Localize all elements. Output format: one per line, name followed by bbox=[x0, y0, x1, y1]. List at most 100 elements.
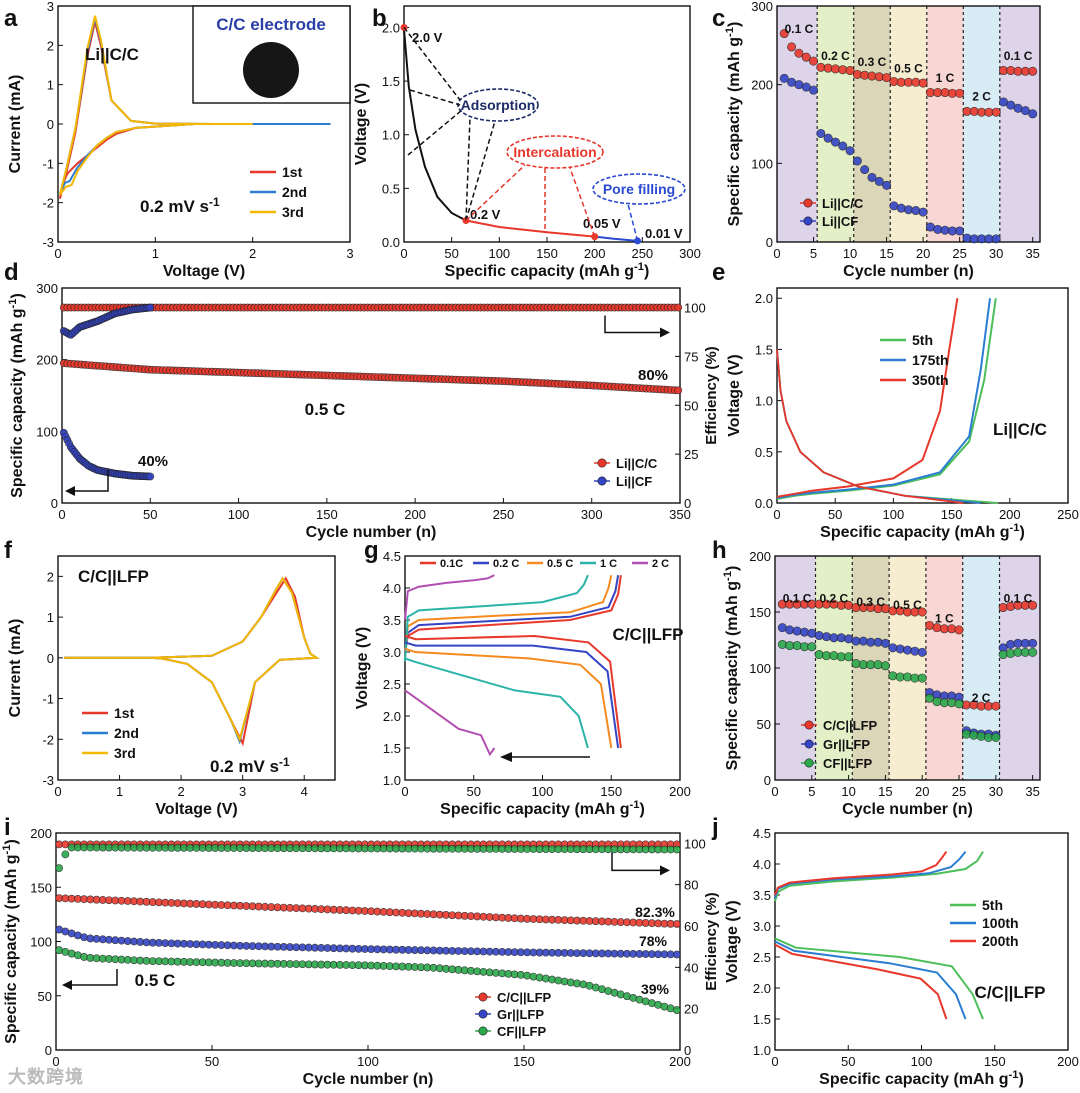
series-line-0.1C bbox=[404, 575, 622, 653]
legend-label-2nd: 2nd bbox=[282, 184, 307, 200]
panel-j: 0 50 100 150 200 1.0 1.5 2.0 2.5 3.0 3.5 4.0 4.5 Spec… bbox=[711, 814, 1079, 1088]
y-tick-label: 3.5 bbox=[383, 613, 401, 628]
data-point bbox=[816, 128, 826, 138]
y-tick-label: 1.0 bbox=[755, 394, 773, 409]
data-point bbox=[911, 206, 921, 216]
annotation-adsorption: Adsorption bbox=[461, 97, 536, 113]
legend-label-Gr||LFP: Gr||LFP bbox=[823, 737, 870, 752]
data-point bbox=[910, 646, 920, 656]
data-point bbox=[1028, 647, 1038, 657]
data-point bbox=[969, 730, 979, 740]
data-point bbox=[809, 56, 819, 66]
x-tick-label: 20 bbox=[915, 784, 929, 799]
data-point bbox=[674, 303, 683, 312]
legend-marker bbox=[803, 198, 813, 208]
rate-band bbox=[999, 6, 1040, 242]
rate-label: 2 C bbox=[972, 691, 991, 705]
x-tick-label: 100 bbox=[911, 1054, 933, 1069]
legend-label-1st: 1st bbox=[282, 164, 303, 180]
data-point bbox=[787, 42, 797, 52]
y-tick-label: 2.0 bbox=[755, 291, 773, 306]
annotation-rate: 0.5 C bbox=[305, 400, 346, 419]
y-tick-label: 0 bbox=[47, 117, 54, 132]
y2-tick-label: 0 bbox=[684, 1043, 691, 1058]
leader-line bbox=[465, 117, 471, 221]
legend-marker bbox=[597, 458, 607, 468]
data-point bbox=[895, 644, 905, 654]
data-point bbox=[880, 638, 890, 648]
y2-tick-label: 40 bbox=[684, 960, 698, 975]
rate-label: 0.1 C bbox=[1004, 591, 1033, 605]
x-tick-label: 50 bbox=[143, 507, 157, 522]
x-tick-label: 300 bbox=[679, 246, 701, 261]
data-point bbox=[1028, 109, 1038, 119]
x-tick-label: 10 bbox=[841, 784, 855, 799]
panel-d: 0 50 100 150 200 250 300 3500100200300025507510… bbox=[4, 259, 720, 541]
data-point bbox=[792, 641, 802, 651]
data-point bbox=[779, 29, 789, 39]
x-tick-label: 0 bbox=[401, 784, 408, 799]
data-point bbox=[955, 226, 965, 236]
data-point bbox=[851, 659, 861, 669]
data-point bbox=[955, 88, 965, 98]
discharge-curve bbox=[404, 647, 613, 749]
legend-label-1 C: 1 C bbox=[600, 558, 617, 570]
data-point bbox=[146, 472, 155, 481]
x-tick-label: 300 bbox=[581, 507, 603, 522]
panel-letter: i bbox=[4, 814, 11, 841]
x-tick-label: 35 bbox=[1025, 784, 1039, 799]
annotation-retention-cf: 40% bbox=[138, 453, 168, 470]
legend-marker bbox=[803, 216, 813, 226]
annotation-cell-label: C/C||LFP bbox=[613, 625, 684, 644]
data-point bbox=[1028, 638, 1038, 648]
x-tick-label: 0 bbox=[773, 246, 780, 261]
data-point bbox=[1028, 600, 1038, 610]
y-tick-label: 0.5 bbox=[755, 445, 773, 460]
rate-band bbox=[962, 556, 1000, 780]
legend-label-Li||CF: Li||CF bbox=[822, 214, 858, 229]
data-point bbox=[836, 633, 846, 643]
x-tick-label: 200 bbox=[999, 507, 1021, 522]
discharge-curve bbox=[404, 634, 622, 749]
discharge-curve bbox=[774, 943, 948, 1020]
data-point bbox=[961, 729, 971, 739]
series-line-3rd bbox=[58, 15, 253, 196]
legend-label-175th: 175th bbox=[912, 352, 949, 368]
data-point bbox=[822, 632, 832, 642]
y-axis-label: Voltage (V) bbox=[353, 83, 370, 165]
y-tick-label: 2.5 bbox=[383, 677, 401, 692]
series-line-175th bbox=[776, 298, 991, 499]
y2-tick-label: 60 bbox=[684, 919, 698, 934]
y2-tick-label: 100 bbox=[684, 301, 706, 316]
intercalation-bubble bbox=[506, 135, 604, 169]
legend-label-CF||LFP: CF||LFP bbox=[823, 756, 872, 771]
series-line-5th bbox=[776, 298, 997, 500]
x-axis-label: Cycle number (n) bbox=[303, 1071, 434, 1088]
y-tick-label: 1.0 bbox=[383, 773, 401, 788]
x-axis-label: Cycle number (n) bbox=[843, 263, 974, 280]
panel-letter: d bbox=[4, 259, 19, 286]
annotation-001v: 0.01 V bbox=[645, 226, 683, 241]
y-tick-label: 1.5 bbox=[755, 342, 773, 357]
data-point bbox=[792, 626, 802, 636]
panel-a: 0 1 2 3 -3 -2 -1 0 1 2 3 Voltage (V) Current (mA) a Li… bbox=[4, 0, 354, 280]
rate-band bbox=[926, 6, 964, 242]
y-tick-label: 0 bbox=[45, 1043, 52, 1058]
legend-label-100th: 100th bbox=[982, 915, 1019, 931]
x-tick-label: 150 bbox=[600, 784, 622, 799]
rate-band bbox=[925, 556, 963, 780]
y-axis-label: Voltage (V) bbox=[726, 354, 743, 436]
x-tick-label: 0 bbox=[54, 246, 61, 261]
x-tick-label: 100 bbox=[488, 246, 510, 261]
legend-label-Gr||LFP: Gr||LFP bbox=[497, 1007, 544, 1022]
legend-label-2nd: 2nd bbox=[114, 725, 139, 741]
panel-letter: c bbox=[712, 5, 725, 32]
y-tick-label: 2.0 bbox=[383, 709, 401, 724]
y-tick-label: 1 bbox=[47, 610, 54, 625]
y-axis-label: Specific capacity (mAh g-1) bbox=[722, 566, 741, 771]
x-tick-label: 200 bbox=[669, 1054, 691, 1069]
data-point bbox=[873, 660, 883, 670]
y-tick-label: 2.5 bbox=[753, 950, 771, 965]
x-tick-label: 0 bbox=[54, 784, 61, 799]
